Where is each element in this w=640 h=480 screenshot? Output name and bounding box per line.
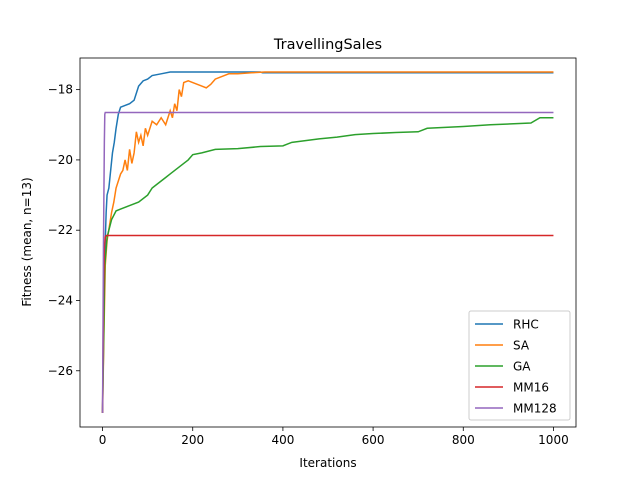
y-axis: −26 −24 −22 −20 −18: [48, 83, 80, 378]
series-line-mm128: [101, 111, 554, 413]
x-axis-title: Iterations: [299, 456, 356, 470]
x-tick-label: 400: [271, 433, 294, 447]
x-tick-label: 600: [362, 433, 385, 447]
y-tick-label: −18: [48, 83, 73, 97]
plot-area: [79, 57, 577, 428]
legend-label-ga: GA: [513, 360, 531, 374]
series-layer: [101, 71, 554, 413]
legend-box: [468, 310, 571, 421]
y-tick-label: −22: [48, 223, 73, 237]
series-line-rhc: [101, 71, 554, 413]
x-tick-label: 200: [181, 433, 204, 447]
x-tick-label: 0: [99, 433, 107, 447]
y-tick-label: −24: [48, 293, 73, 307]
legend-label-sa: SA: [513, 339, 530, 353]
legend-label-mm128: MM128: [513, 402, 557, 416]
x-tick-label: 800: [452, 433, 475, 447]
chart-title: TravellingSales: [273, 37, 382, 53]
x-axis: 0 200 400 600 800 1000: [99, 427, 569, 447]
y-tick-label: −20: [48, 153, 73, 167]
series-line-ga: [101, 116, 554, 413]
y-axis-title: Fitness (mean, n=13): [20, 177, 34, 306]
series-line-sa: [101, 71, 554, 413]
x-tick-label: 1000: [538, 433, 569, 447]
legend-label-rhc: RHC: [513, 318, 539, 332]
plot-frame: [79, 57, 577, 428]
legend-label-mm16: MM16: [513, 381, 549, 395]
y-tick-label: −26: [48, 364, 73, 378]
legend: RHC SA GA MM16 MM128: [468, 310, 571, 421]
